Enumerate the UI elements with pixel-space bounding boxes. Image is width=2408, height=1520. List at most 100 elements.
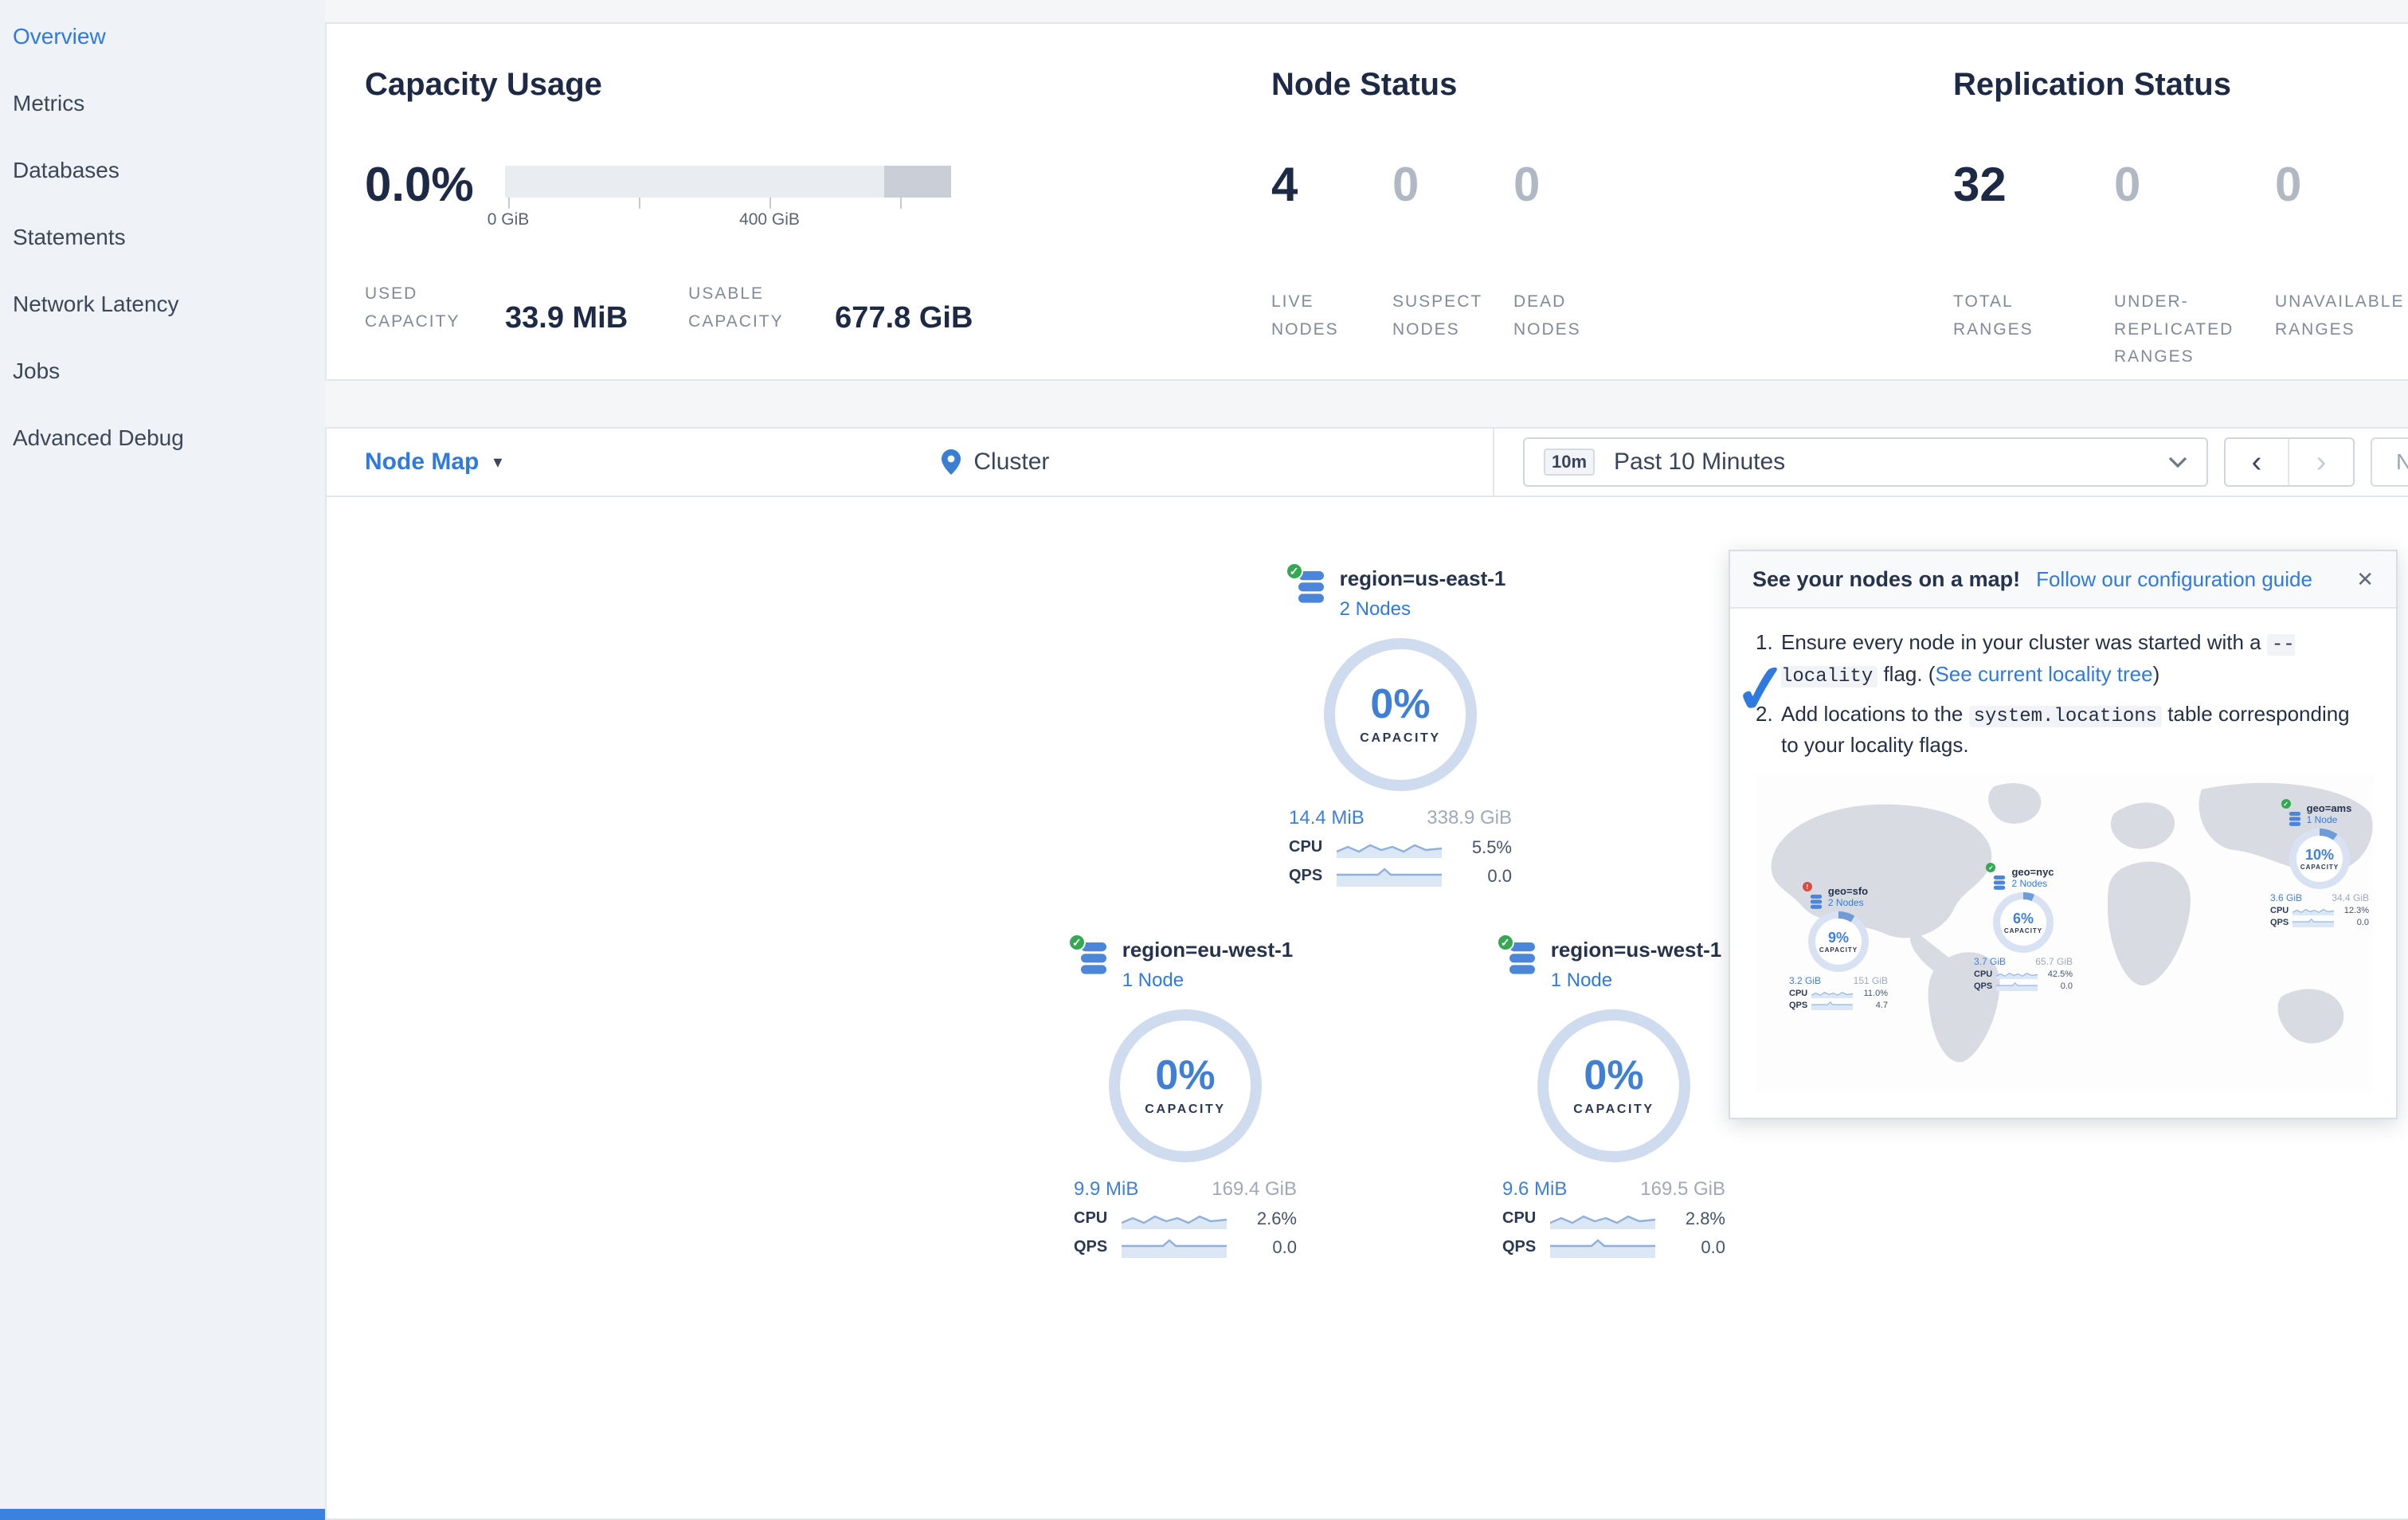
unavailable-ranges-stat: 0 UNAVAILABLE RANGES	[2275, 161, 2408, 371]
qps-label: QPS	[2270, 918, 2289, 928]
capacity-used: 9.9 MiB	[1074, 1177, 1139, 1200]
capacity-percent: 9%	[1827, 929, 1849, 946]
capacity-used: 3.2 GiB	[1789, 975, 1822, 987]
axis-tick	[508, 198, 510, 209]
capacity-percent: 0.0%	[365, 158, 474, 211]
capacity-label: CAPACITY	[1573, 1102, 1654, 1116]
qps-label: QPS	[1502, 1238, 1537, 1256]
used-capacity-label: USED CAPACITY	[365, 284, 460, 331]
cpu-value: 42.5%	[2047, 970, 2073, 980]
total-ranges-stat: 32 TOTAL RANGES	[1953, 161, 2114, 371]
mini-node-geo-sfo: ! geo=sfo 2 Nodes 9% CAPACITY	[1787, 882, 1889, 1011]
dead-nodes-value: 0	[1513, 158, 1541, 211]
axis-tick-label: 400 GiB	[739, 210, 800, 229]
qps-value: 0.0	[2356, 918, 2369, 928]
cpu-value: 2.6%	[1256, 1208, 1297, 1228]
step-text: Add locations to the	[1781, 701, 1969, 726]
qps-sparkline	[1337, 866, 1442, 887]
sidebar-item-advanced-debug[interactable]: Advanced Debug	[13, 425, 184, 450]
close-icon[interactable]: ✕	[2356, 566, 2374, 591]
node-status-section: Node Status 4 LIVE NODES 0 SUSPECT NODES…	[1271, 65, 1953, 379]
cpu-label: CPU	[1074, 1209, 1108, 1228]
capacity-bar-reserved-segment	[884, 166, 951, 198]
time-prev-button[interactable]: ‹	[2226, 439, 2289, 485]
time-controls: 10m Past 10 Minutes ‹ › Now	[1493, 427, 2408, 497]
view-mode-label: Node Map	[365, 449, 480, 475]
status-ok-icon: ✓	[2281, 799, 2291, 809]
capacity-percent: 0%	[1155, 1052, 1216, 1099]
unavailable-ranges-value: 0	[2275, 158, 2302, 211]
capacity-total: 34.4 GiB	[2332, 892, 2369, 904]
map-node-us-east-1[interactable]: ✓ region=us-east-1 2 Nodes 0% CAPACITY 1…	[1285, 562, 1512, 887]
cpu-sparkline	[1996, 970, 2038, 979]
sidebar-item-databases[interactable]: Databases	[13, 158, 119, 182]
mini-node-geo-ams: ✓ geo=ams 1 Node 10% CAPACITY	[2269, 799, 2371, 928]
configuration-guide-link[interactable]: Follow our configuration guide	[2036, 566, 2312, 591]
breadcrumb[interactable]: Cluster	[942, 449, 1049, 476]
now-button[interactable]: Now	[2371, 437, 2408, 487]
status-warning-icon: !	[1802, 882, 1812, 892]
system-locations-code: system.locations	[1968, 705, 2163, 727]
axis-tick	[639, 198, 640, 209]
under-replicated-label: UNDER-REPLICATED RANGES	[2114, 292, 2234, 366]
time-range-dropdown[interactable]: 10m Past 10 Minutes	[1523, 437, 2208, 487]
map-node-eu-west-1[interactable]: ✓ region=eu-west-1 1 Node 0% CAPACITY 9.…	[1067, 934, 1297, 1258]
chevron-down-icon	[2168, 456, 2187, 468]
total-ranges-label: TOTAL RANGES	[1953, 292, 2034, 339]
qps-sparkline	[1122, 1237, 1227, 1258]
qps-label: QPS	[1074, 1238, 1108, 1256]
map-node-us-west-1[interactable]: ✓ region=us-west-1 1 Node 0% CAPACITY 9.…	[1496, 934, 1725, 1258]
cpu-value: 2.8%	[1685, 1208, 1725, 1228]
step-number: 2.	[1756, 701, 1773, 726]
usable-capacity-label: USABLE CAPACITY	[688, 284, 784, 331]
capacity-total: 169.4 GiB	[1212, 1177, 1297, 1200]
axis-tick-label: 0 GiB	[487, 210, 530, 229]
region-nodes-link[interactable]: 1 Node	[1122, 969, 1184, 991]
live-nodes-stat: 4 LIVE NODES	[1271, 161, 1392, 343]
time-next-button[interactable]: ›	[2316, 445, 2327, 479]
capacity-percent: 6%	[2012, 910, 2034, 926]
sidebar-item-network-latency[interactable]: Network Latency	[13, 292, 179, 316]
unavailable-ranges-label: UNAVAILABLE RANGES	[2275, 292, 2405, 339]
sidebar-item-jobs[interactable]: Jobs	[13, 358, 61, 383]
cpu-sparkline	[1811, 989, 1853, 998]
sidebar-item-statements[interactable]: Statements	[13, 225, 126, 249]
capacity-percent: 0%	[1584, 1052, 1644, 1099]
region-nodes-link[interactable]: 2 Nodes	[1339, 597, 1411, 620]
qps-sparkline	[1996, 981, 2038, 991]
total-ranges-value: 32	[1953, 158, 2007, 211]
status-ok-icon: ✓	[1285, 562, 1303, 580]
status-ok-icon: ✓	[1067, 934, 1086, 951]
capacity-used: 14.4 MiB	[1289, 806, 1365, 829]
node-status-title: Node Status	[1271, 67, 1458, 102]
qps-value: 4.7	[1875, 1001, 1888, 1011]
setup-step-2: 2. Add locations to the system.locations…	[1756, 699, 2371, 761]
cpu-sparkline	[1337, 837, 1442, 858]
capacity-label: CAPACITY	[1819, 946, 1858, 954]
locality-tree-link[interactable]: See current locality tree	[1935, 661, 2153, 686]
capacity-donut: 0% CAPACITY	[1537, 1009, 1690, 1162]
capacity-total: 169.5 GiB	[1640, 1177, 1725, 1200]
capacity-donut: 9% CAPACITY	[1808, 911, 1869, 973]
qps-label: QPS	[1789, 1001, 1808, 1011]
region-name: region=us-west-1	[1550, 938, 1722, 962]
region-nodes-link[interactable]: 1 Node	[1550, 969, 1613, 991]
qps-value: 0.0	[1272, 1236, 1297, 1257]
sidebar-item-overview[interactable]: Overview	[13, 24, 106, 49]
qps-value: 0.0	[1487, 865, 1512, 886]
used-capacity-stat: USED CAPACITY 33.9 MiB	[365, 280, 628, 335]
replication-status-title: Replication Status	[1953, 67, 2231, 102]
live-nodes-value: 4	[1271, 158, 1298, 211]
locality-name: geo=nyc	[2011, 866, 2054, 879]
nodes-map-help-popup: See your nodes on a map! Follow our conf…	[1729, 550, 2398, 1120]
qps-label: QPS	[1289, 867, 1323, 885]
sidebar-item-metrics[interactable]: Metrics	[13, 91, 85, 116]
qps-value: 0.0	[2060, 981, 2073, 992]
setup-step-1: 1. Ensure every node in your cluster was…	[1756, 628, 2371, 691]
capacity-donut: 6% CAPACITY	[1993, 892, 2054, 954]
view-mode-dropdown[interactable]: Node Map ▾	[365, 449, 502, 476]
map-preview-illustration: ! geo=sfo 2 Nodes 9% CAPACITY	[1756, 774, 2374, 1093]
database-stack-icon	[2288, 811, 2302, 827]
cpu-label: CPU	[1974, 970, 1993, 980]
